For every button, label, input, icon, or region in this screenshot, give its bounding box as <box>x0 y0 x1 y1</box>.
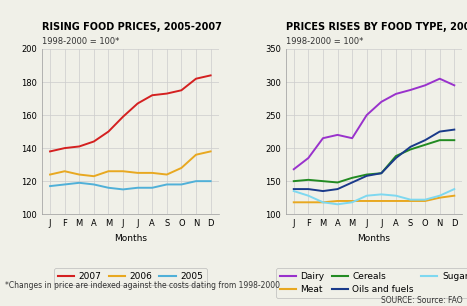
Text: 1998-2000 = 100*: 1998-2000 = 100* <box>286 37 363 47</box>
Text: 1998-2000 = 100*: 1998-2000 = 100* <box>42 37 120 47</box>
Legend: Dairy, Meat, Cereals, Oils and fuels, Sugar: Dairy, Meat, Cereals, Oils and fuels, Su… <box>276 268 467 298</box>
Text: *Changes in price are indexed against the costs dating from 1998-2000: *Changes in price are indexed against th… <box>5 281 280 290</box>
X-axis label: Months: Months <box>358 233 390 243</box>
Legend: 2007, 2006, 2005: 2007, 2006, 2005 <box>54 268 206 285</box>
Text: SOURCE: Source: FAO: SOURCE: Source: FAO <box>381 296 462 305</box>
Text: RISING FOOD PRICES, 2005-2007: RISING FOOD PRICES, 2005-2007 <box>42 21 222 32</box>
Text: PRICES RISES BY FOOD TYPE, 2007: PRICES RISES BY FOOD TYPE, 2007 <box>286 21 467 32</box>
X-axis label: Months: Months <box>114 233 147 243</box>
